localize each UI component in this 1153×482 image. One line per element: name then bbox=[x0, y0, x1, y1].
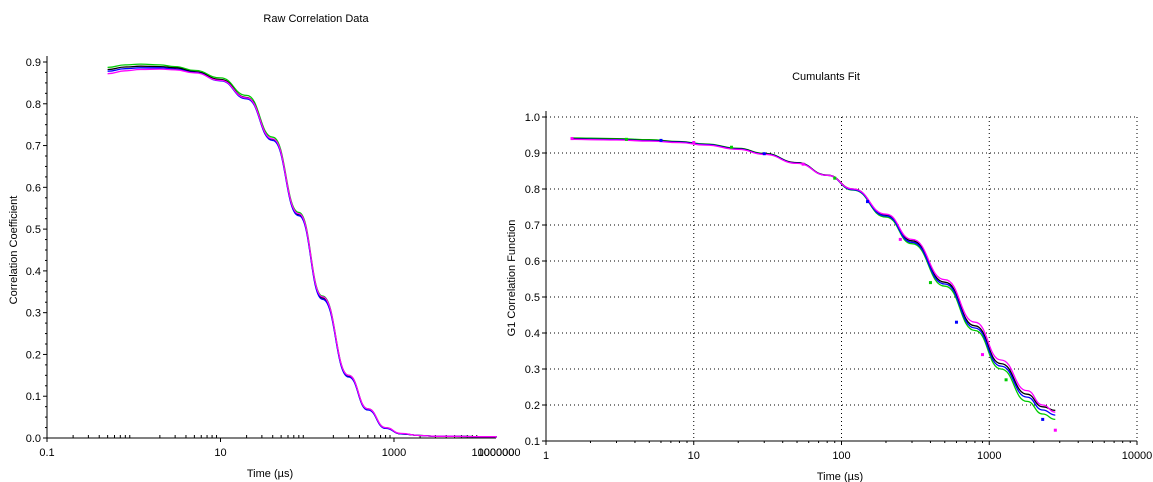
x-axis-label: Time (µs) bbox=[817, 471, 863, 482]
data-marker bbox=[928, 281, 932, 285]
y-axis-label: Correlation Coefficient bbox=[8, 196, 20, 305]
series-line-4 bbox=[571, 138, 1056, 413]
x-tick-label: 100000 bbox=[478, 447, 515, 459]
data-marker bbox=[570, 137, 574, 141]
x-tick-label: 10000000 bbox=[472, 447, 521, 459]
y-tick-label: 0.9 bbox=[525, 148, 540, 160]
data-marker bbox=[1041, 417, 1045, 421]
data-marker bbox=[954, 320, 958, 324]
y-tick-label: 0.9 bbox=[26, 57, 41, 69]
series-line-3 bbox=[107, 67, 497, 439]
y-tick-label: 0.1 bbox=[26, 391, 41, 403]
y-tick-label: 1.0 bbox=[525, 112, 540, 124]
series-line-3 bbox=[571, 138, 1056, 416]
y-tick-label: 0.4 bbox=[26, 266, 41, 278]
data-marker bbox=[692, 141, 696, 145]
series-line-2 bbox=[107, 65, 497, 439]
data-marker bbox=[659, 138, 663, 142]
grid bbox=[545, 116, 1138, 442]
y-tick-label: 0.6 bbox=[26, 182, 41, 194]
y-tick-label: 0.2 bbox=[26, 349, 41, 361]
y-tick-label: 0.2 bbox=[525, 400, 540, 412]
y-tick-label: 0.6 bbox=[525, 256, 540, 268]
x-tick-label: 10 bbox=[214, 447, 226, 459]
series-line-4 bbox=[107, 68, 497, 439]
series-line-2 bbox=[571, 137, 1056, 412]
y-tick-label: 0.5 bbox=[525, 292, 540, 304]
y-tick-label: 0.4 bbox=[525, 328, 540, 340]
x-tick-label: 1000 bbox=[382, 447, 406, 459]
y-tick-label: 0.3 bbox=[525, 364, 540, 376]
y-tick-label: 0.7 bbox=[26, 141, 41, 153]
data-marker bbox=[624, 137, 628, 141]
y-tick-label: 0.0 bbox=[26, 433, 41, 445]
data-marker bbox=[801, 162, 805, 166]
series-line-1 bbox=[107, 63, 497, 439]
x-axis-label: Time (µs) bbox=[247, 468, 293, 480]
y-axis-label: G1 Correlation Function bbox=[506, 220, 518, 337]
y-tick-label: 0.8 bbox=[26, 99, 41, 111]
x-tick-label: 10000 bbox=[1122, 450, 1153, 462]
data-marker bbox=[729, 145, 733, 149]
chart-title: Raw Correlation Data bbox=[263, 13, 369, 25]
cumulants-fit-chart: Cumulants Fit Time (µs) G1 Correlation F… bbox=[506, 71, 1152, 482]
y-tick-label: 0.7 bbox=[525, 220, 540, 232]
data-marker bbox=[866, 200, 870, 204]
y-tick-label: 0.8 bbox=[525, 184, 540, 196]
series-line-1 bbox=[571, 137, 1056, 421]
data-marker bbox=[762, 152, 766, 156]
x-tick-label: 0.1 bbox=[39, 447, 54, 459]
y-tick-label: 0.3 bbox=[26, 308, 41, 320]
data-marker bbox=[1053, 428, 1057, 432]
x-tick-label: 10 bbox=[688, 450, 700, 462]
y-tick-label: 0.5 bbox=[26, 224, 41, 236]
y-tick-label: 0.1 bbox=[525, 436, 540, 448]
x-tick-label: 1 bbox=[543, 450, 549, 462]
data-marker bbox=[980, 353, 984, 357]
chart-title: Cumulants Fit bbox=[792, 71, 860, 83]
x-tick-label: 100 bbox=[832, 450, 850, 462]
data-marker bbox=[898, 237, 902, 241]
data-marker bbox=[833, 176, 837, 180]
data-marker bbox=[1004, 378, 1008, 382]
data-markers bbox=[570, 137, 1057, 432]
x-tick-label: 1000 bbox=[977, 450, 1001, 462]
raw-correlation-chart: Raw Correlation Data Time (µs) Correlati… bbox=[8, 13, 520, 480]
